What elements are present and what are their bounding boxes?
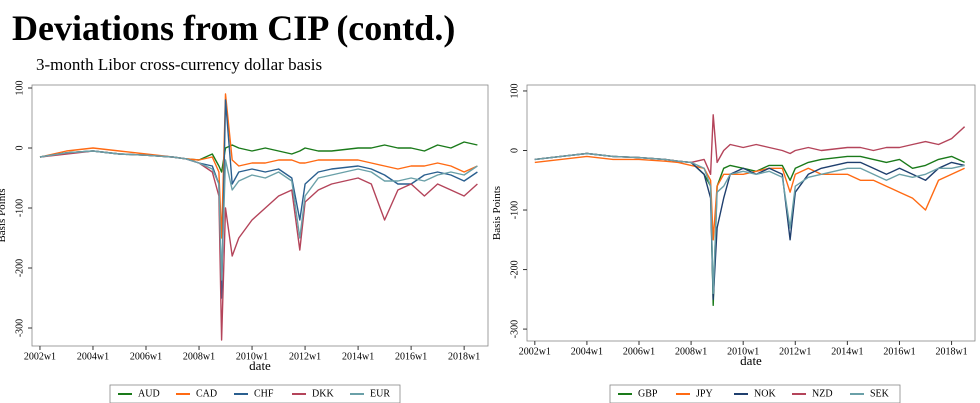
legend-label: AUD (138, 388, 160, 399)
x-tick-label: 2004w1 (77, 351, 109, 362)
legend-label: GBP (638, 388, 658, 399)
y-tick-label: -200 (14, 259, 25, 277)
y-tick-label: 100 (14, 81, 25, 96)
x-tick-label: 2016w1 (395, 351, 427, 362)
legend-label: CAD (196, 388, 217, 399)
y-tick-label: -100 (14, 199, 25, 217)
x-tick-label: 2002w1 (519, 346, 551, 357)
x-tick-label: 2002w1 (24, 351, 56, 362)
legend-label: NZD (812, 388, 833, 399)
series-line (534, 155, 965, 241)
x-tick-label: 2006w1 (130, 351, 162, 362)
series-line (39, 150, 478, 341)
legend-label: JPY (696, 388, 713, 399)
series-line (39, 150, 478, 281)
x-tick-label: 2012w1 (289, 351, 321, 362)
x-tick-label: 2010w1 (236, 351, 268, 362)
x-tick-label: 2014w1 (342, 351, 374, 362)
x-tick-label: 2012w1 (779, 346, 811, 357)
y-axis-label: Basis Points (0, 188, 8, 242)
x-tick-label: 2010w1 (727, 346, 759, 357)
y-tick-label: -200 (509, 260, 520, 278)
series-line (534, 114, 966, 175)
slide-title: Deviations from CIP (contd.) (12, 8, 455, 48)
y-tick-label: -100 (509, 201, 520, 219)
y-tick-label: 0 (14, 146, 25, 151)
x-tick-label: 2006w1 (623, 346, 655, 357)
series-line (534, 152, 965, 300)
series-line (39, 99, 478, 299)
x-tick-label: 2004w1 (571, 346, 603, 357)
x-tick-label: 2008w1 (675, 346, 707, 357)
series-line (39, 93, 478, 239)
y-tick-label: -300 (14, 319, 25, 337)
legend-box (609, 384, 901, 403)
x-axis-label: date (740, 353, 762, 368)
x-tick-label: 2014w1 (831, 346, 863, 357)
legend-label: NOK (754, 388, 776, 399)
legend-label: SEK (870, 388, 890, 399)
slide-subtitle: 3-month Libor cross-currency dollar basi… (36, 55, 322, 74)
y-tick-label: -300 (509, 320, 520, 338)
x-axis-label: date (249, 358, 271, 373)
plot-frame (31, 84, 489, 347)
legend-label: CHF (254, 388, 274, 399)
y-tick-label: 0 (509, 148, 520, 153)
plot-frame (526, 84, 976, 342)
y-tick-label: 100 (509, 83, 520, 98)
series-line (534, 152, 965, 295)
y-axis-label: Basis Points (491, 186, 503, 240)
legend-label: DKK (312, 388, 334, 399)
legend-label: EUR (370, 388, 390, 399)
legend-box (109, 384, 401, 403)
series-line (534, 152, 965, 306)
series-line (39, 141, 478, 173)
x-tick-label: 2016w1 (883, 346, 915, 357)
x-tick-label: 2018w1 (935, 346, 967, 357)
x-tick-label: 2018w1 (448, 351, 480, 362)
x-tick-label: 2008w1 (183, 351, 215, 362)
